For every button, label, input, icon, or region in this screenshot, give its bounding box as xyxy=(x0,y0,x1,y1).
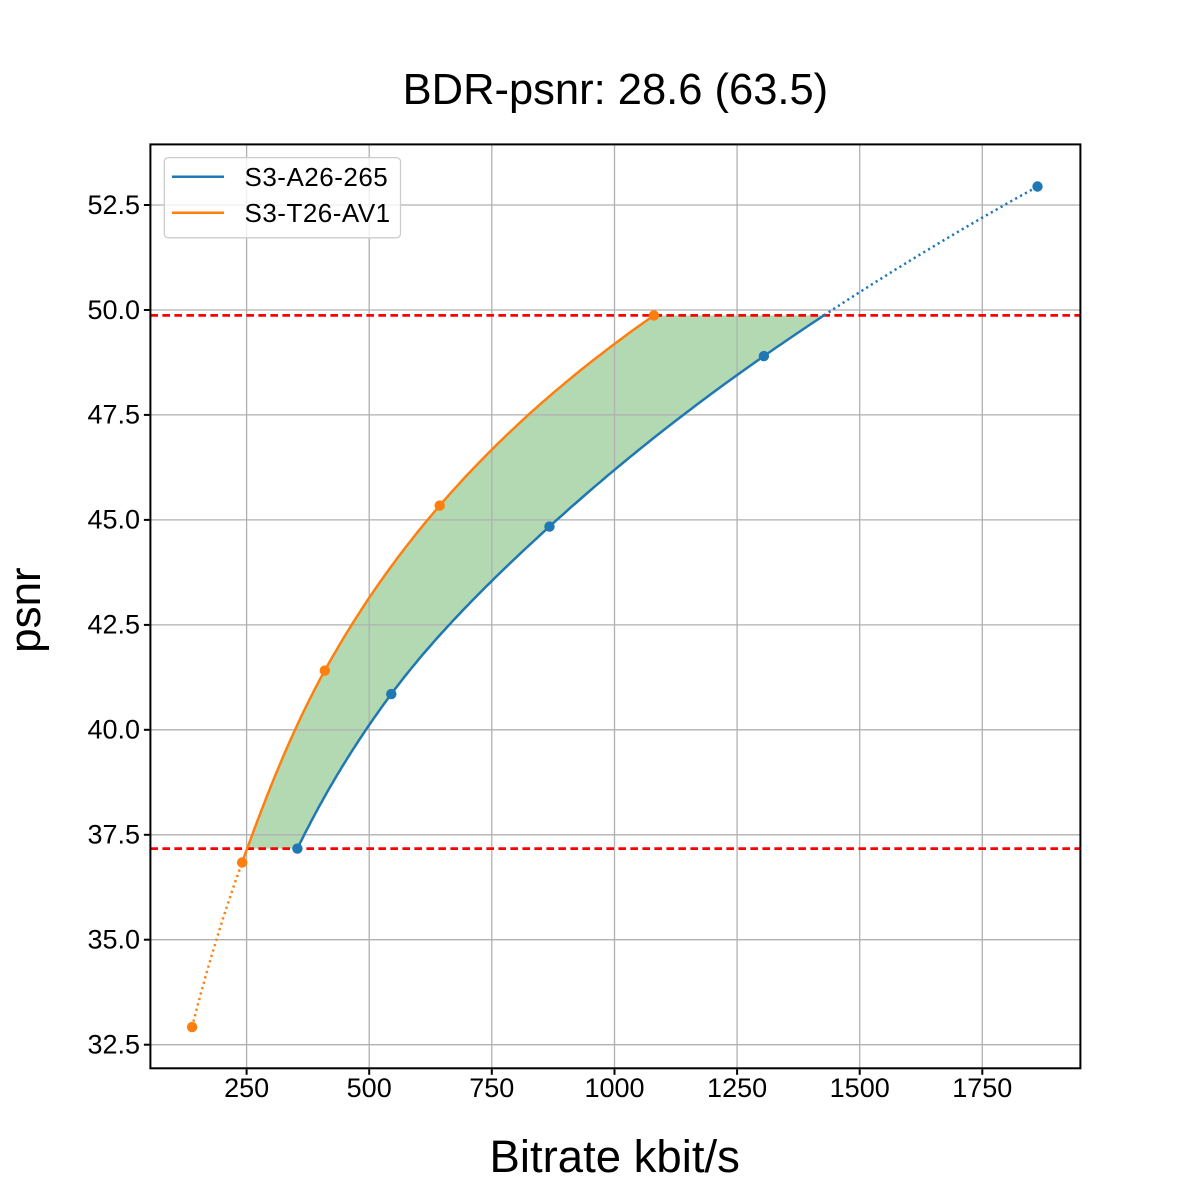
svg-text:1000: 1000 xyxy=(584,1073,644,1103)
svg-text:1250: 1250 xyxy=(707,1073,767,1103)
svg-text:1500: 1500 xyxy=(830,1073,890,1103)
svg-text:45.0: 45.0 xyxy=(87,505,140,535)
svg-text:35.0: 35.0 xyxy=(87,925,140,955)
svg-text:500: 500 xyxy=(347,1073,392,1103)
svg-text:32.5: 32.5 xyxy=(87,1030,140,1060)
svg-text:Bitrate kbit/s: Bitrate kbit/s xyxy=(490,1131,740,1182)
svg-text:37.5: 37.5 xyxy=(87,820,140,850)
svg-text:250: 250 xyxy=(224,1073,269,1103)
svg-text:S3-A26-265: S3-A26-265 xyxy=(245,162,389,192)
svg-text:750: 750 xyxy=(469,1073,514,1103)
svg-text:psnr: psnr xyxy=(1,567,50,653)
svg-text:52.5: 52.5 xyxy=(87,190,140,220)
svg-text:47.5: 47.5 xyxy=(87,400,140,430)
svg-text:BDR-psnr: 28.6 (63.5): BDR-psnr: 28.6 (63.5) xyxy=(403,66,829,114)
svg-text:40.0: 40.0 xyxy=(87,715,140,745)
svg-text:42.5: 42.5 xyxy=(87,610,140,640)
svg-text:1750: 1750 xyxy=(952,1073,1012,1103)
svg-text:S3-T26-AV1: S3-T26-AV1 xyxy=(245,198,391,228)
svg-text:50.0: 50.0 xyxy=(87,295,140,325)
